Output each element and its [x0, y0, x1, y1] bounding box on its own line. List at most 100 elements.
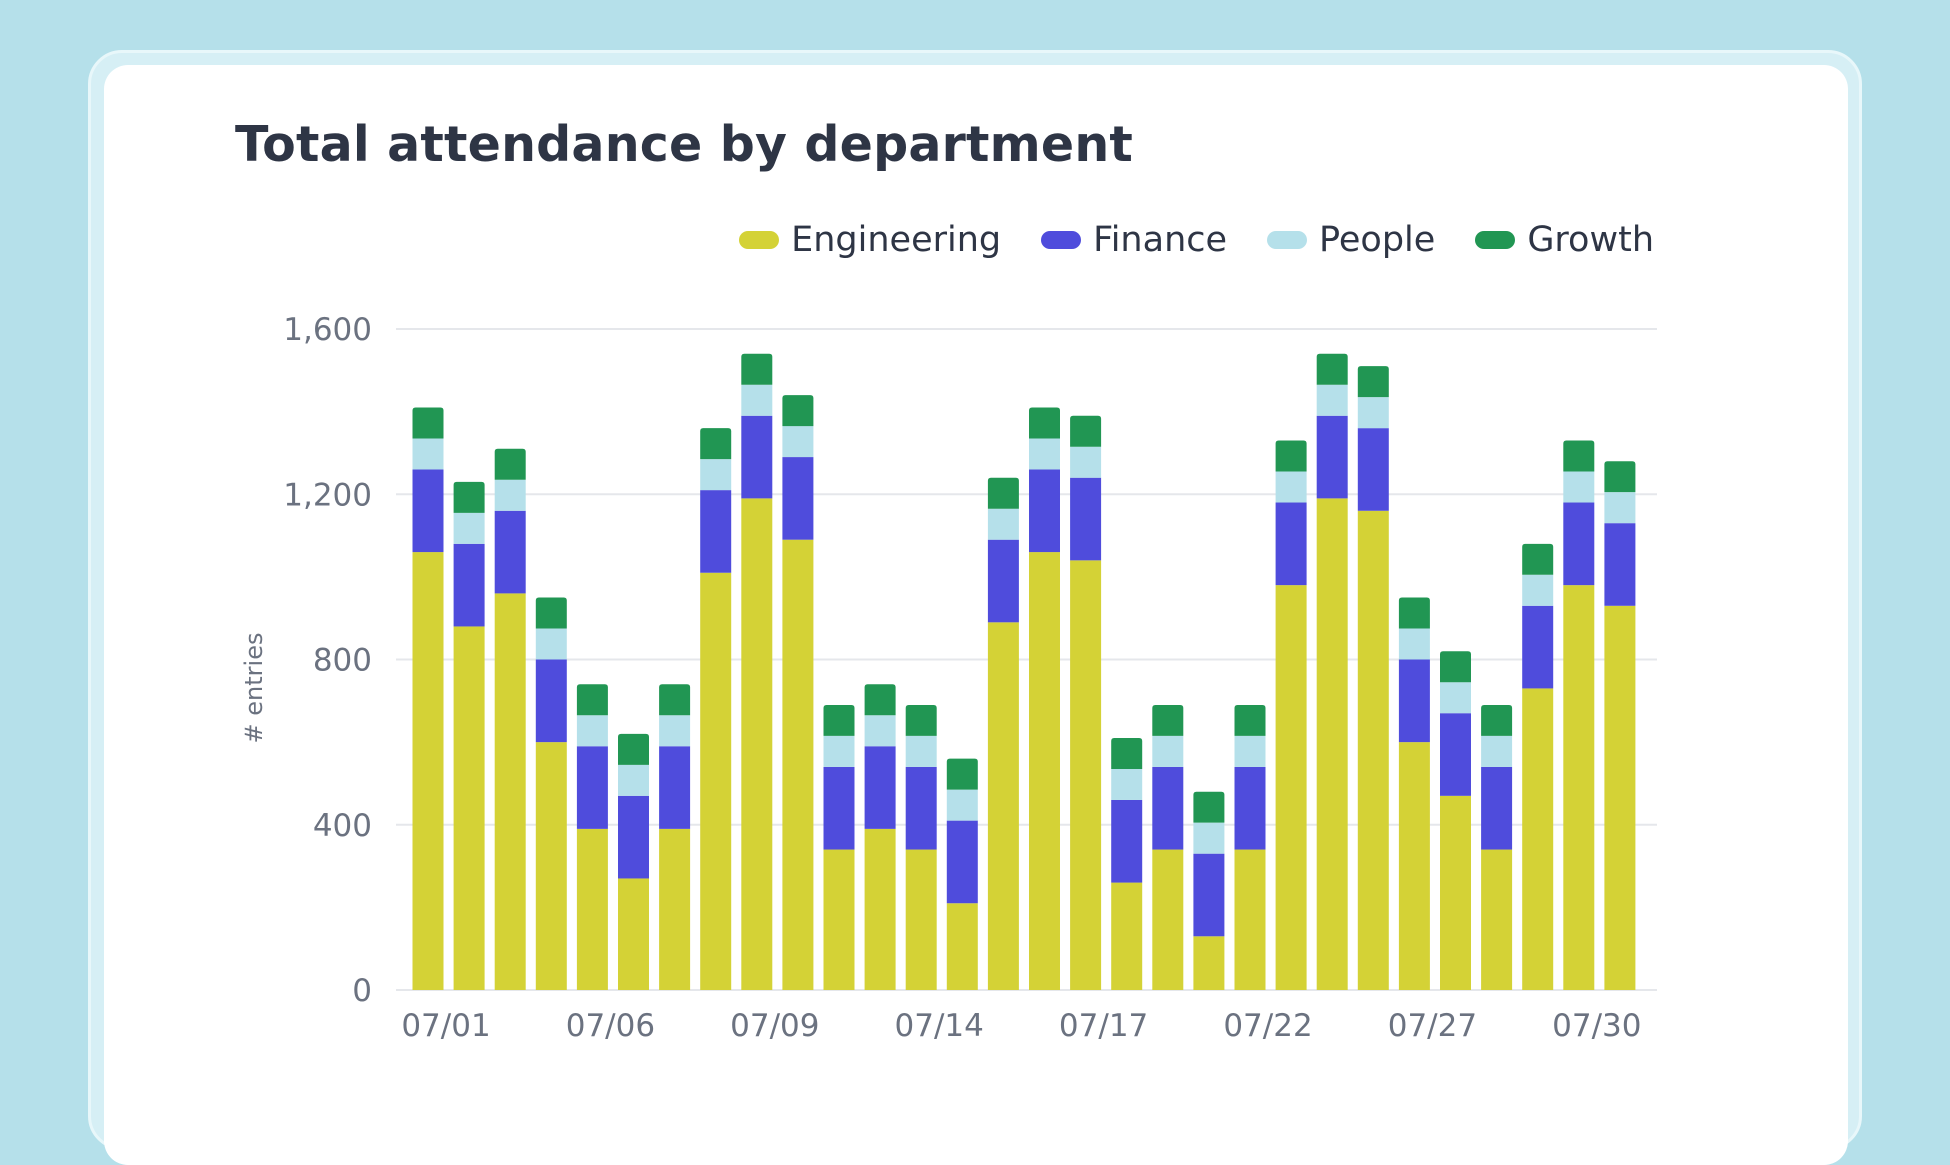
legend-item-growth[interactable]: Growth	[1475, 220, 1654, 260]
bar-segment-engineering[interactable]	[1563, 585, 1595, 990]
bar-segment-finance[interactable]	[453, 543, 485, 627]
bar-segment-growth[interactable]	[946, 758, 978, 790]
bar-segment-people[interactable]	[535, 628, 567, 660]
bar-segment-people[interactable]	[494, 479, 526, 511]
bar-segment-growth[interactable]	[741, 353, 773, 385]
bar-segment-people[interactable]	[1111, 768, 1143, 800]
bar-segment-engineering[interactable]	[1275, 585, 1307, 990]
bar-segment-people[interactable]	[1316, 384, 1348, 416]
bar-segment-people[interactable]	[1275, 471, 1307, 503]
bar-segment-engineering[interactable]	[1522, 688, 1554, 990]
bar-segment-people[interactable]	[823, 735, 855, 767]
bar-segment-people[interactable]	[946, 789, 978, 821]
bar-segment-engineering[interactable]	[1357, 510, 1389, 990]
bar-segment-people[interactable]	[1563, 471, 1595, 503]
bar-segment-finance[interactable]	[1152, 766, 1184, 850]
bar-segment-finance[interactable]	[1563, 502, 1595, 586]
bar-segment-growth[interactable]	[1234, 704, 1266, 736]
bar-segment-engineering[interactable]	[618, 878, 649, 990]
bar-segment-finance[interactable]	[535, 659, 567, 743]
bar-segment-growth[interactable]	[1440, 651, 1471, 683]
bar-segment-growth[interactable]	[700, 428, 732, 460]
bar-segment-engineering[interactable]	[741, 498, 773, 990]
bar-segment-engineering[interactable]	[1481, 849, 1513, 990]
legend-item-people[interactable]: People	[1267, 220, 1435, 260]
bar-segment-finance[interactable]	[1234, 766, 1266, 850]
bar-segment-growth[interactable]	[1193, 791, 1225, 823]
bar-segment-growth[interactable]	[494, 448, 526, 480]
bar-segment-people[interactable]	[1357, 397, 1389, 429]
bar-segment-engineering[interactable]	[453, 626, 485, 990]
bar-segment-finance[interactable]	[823, 766, 855, 850]
bar-segment-growth[interactable]	[1398, 597, 1430, 629]
bar-segment-engineering[interactable]	[864, 828, 896, 990]
bar-segment-finance[interactable]	[1357, 428, 1389, 511]
bar-segment-people[interactable]	[453, 512, 485, 544]
bar-segment-finance[interactable]	[1070, 477, 1102, 561]
bar-segment-finance[interactable]	[700, 490, 732, 573]
bar-segment-finance[interactable]	[1029, 469, 1060, 553]
bar-segment-people[interactable]	[1029, 438, 1060, 470]
bar-segment-finance[interactable]	[1111, 799, 1143, 883]
bar-segment-engineering[interactable]	[987, 622, 1019, 990]
bar-segment-finance[interactable]	[1316, 415, 1348, 499]
bar-segment-growth[interactable]	[412, 407, 444, 439]
bar-segment-growth[interactable]	[1604, 461, 1636, 493]
bar-segment-finance[interactable]	[1440, 713, 1471, 796]
bar-segment-people[interactable]	[1398, 628, 1430, 660]
bar-segment-growth[interactable]	[1070, 415, 1102, 447]
bar-segment-finance[interactable]	[618, 795, 649, 879]
bar-segment-engineering[interactable]	[1193, 936, 1225, 990]
bar-segment-growth[interactable]	[1563, 440, 1595, 472]
bar-segment-growth[interactable]	[618, 733, 649, 765]
bar-segment-engineering[interactable]	[1398, 742, 1430, 990]
bar-segment-finance[interactable]	[864, 746, 896, 829]
bar-segment-people[interactable]	[1440, 682, 1471, 714]
bar-segment-growth[interactable]	[1029, 407, 1060, 439]
bar-segment-growth[interactable]	[905, 704, 937, 736]
bar-segment-engineering[interactable]	[1234, 849, 1266, 990]
bar-segment-people[interactable]	[782, 426, 814, 458]
bar-segment-people[interactable]	[412, 438, 444, 470]
bar-segment-finance[interactable]	[782, 457, 814, 540]
bar-segment-engineering[interactable]	[1111, 882, 1143, 990]
bar-segment-finance[interactable]	[1522, 605, 1554, 689]
bar-segment-people[interactable]	[576, 715, 608, 747]
legend-item-engineering[interactable]: Engineering	[739, 220, 1001, 260]
bar-segment-engineering[interactable]	[946, 903, 978, 990]
bar-segment-engineering[interactable]	[494, 593, 526, 990]
bar-segment-engineering[interactable]	[782, 539, 814, 990]
bar-segment-finance[interactable]	[576, 746, 608, 829]
bar-segment-growth[interactable]	[1111, 737, 1143, 769]
bar-segment-engineering[interactable]	[659, 828, 691, 990]
bar-segment-people[interactable]	[1193, 822, 1225, 854]
bar-segment-engineering[interactable]	[1604, 605, 1636, 990]
bar-segment-finance[interactable]	[1604, 523, 1636, 606]
bar-segment-finance[interactable]	[412, 469, 444, 553]
bar-segment-people[interactable]	[1604, 492, 1636, 524]
bar-segment-growth[interactable]	[1481, 704, 1513, 736]
bar-segment-people[interactable]	[1152, 735, 1184, 767]
bar-segment-growth[interactable]	[823, 704, 855, 736]
bar-segment-people[interactable]	[618, 764, 649, 796]
bar-segment-engineering[interactable]	[1440, 795, 1471, 990]
bar-segment-engineering[interactable]	[412, 552, 444, 990]
bar-segment-engineering[interactable]	[535, 742, 567, 990]
bar-segment-people[interactable]	[1070, 446, 1102, 478]
bar-segment-growth[interactable]	[659, 684, 691, 716]
bar-segment-people[interactable]	[905, 735, 937, 767]
bar-segment-engineering[interactable]	[1316, 498, 1348, 990]
bar-segment-engineering[interactable]	[700, 572, 732, 990]
bar-segment-growth[interactable]	[1522, 543, 1554, 575]
bar-segment-growth[interactable]	[782, 395, 814, 427]
bar-segment-finance[interactable]	[946, 820, 978, 904]
bar-segment-finance[interactable]	[494, 510, 526, 594]
bar-segment-finance[interactable]	[905, 766, 937, 850]
bar-segment-engineering[interactable]	[1152, 849, 1184, 990]
legend-item-finance[interactable]: Finance	[1041, 220, 1227, 260]
bar-segment-engineering[interactable]	[823, 849, 855, 990]
bar-segment-engineering[interactable]	[905, 849, 937, 990]
bar-segment-engineering[interactable]	[1070, 560, 1102, 990]
bar-segment-growth[interactable]	[535, 597, 567, 629]
bar-segment-people[interactable]	[987, 508, 1019, 540]
